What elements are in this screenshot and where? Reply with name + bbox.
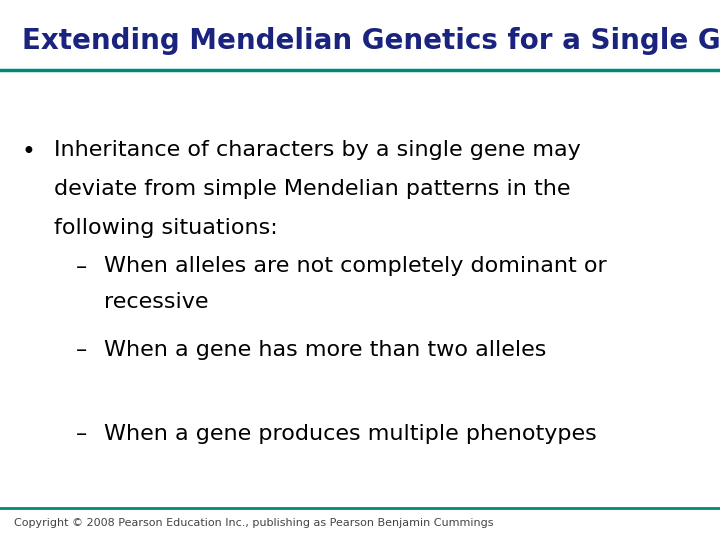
Text: Inheritance of characters by a single gene may: Inheritance of characters by a single ge… bbox=[54, 140, 581, 160]
Text: When a gene has more than two alleles: When a gene has more than two alleles bbox=[104, 340, 546, 360]
Text: recessive: recessive bbox=[104, 292, 209, 312]
Text: •: • bbox=[22, 140, 35, 164]
Text: deviate from simple Mendelian patterns in the: deviate from simple Mendelian patterns i… bbox=[54, 179, 570, 199]
Text: When a gene produces multiple phenotypes: When a gene produces multiple phenotypes bbox=[104, 424, 597, 444]
Text: When alleles are not completely dominant or: When alleles are not completely dominant… bbox=[104, 256, 607, 276]
Text: Extending Mendelian Genetics for a Single Gene: Extending Mendelian Genetics for a Singl… bbox=[22, 27, 720, 55]
Text: –: – bbox=[76, 424, 87, 444]
Text: –: – bbox=[76, 340, 87, 360]
Text: –: – bbox=[76, 256, 87, 276]
Text: Copyright © 2008 Pearson Education Inc., publishing as Pearson Benjamin Cummings: Copyright © 2008 Pearson Education Inc.,… bbox=[14, 518, 494, 528]
Text: following situations:: following situations: bbox=[54, 218, 278, 238]
